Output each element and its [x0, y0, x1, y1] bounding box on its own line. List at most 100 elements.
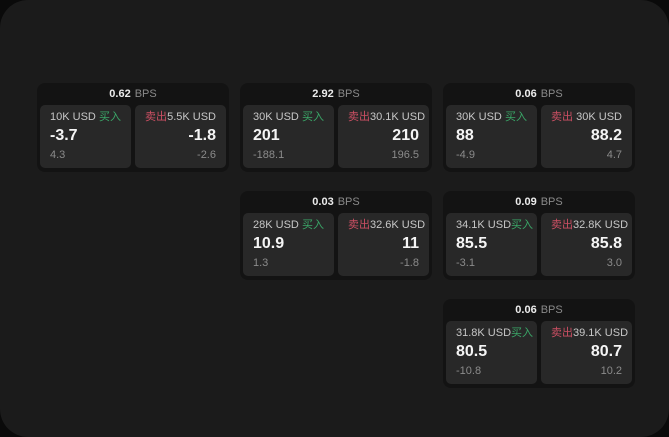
buy-amount: 34.1K USD [456, 219, 512, 231]
bps-value: 0.09 [515, 195, 537, 208]
bps-unit-label: BPS [540, 303, 563, 316]
buy-panel[interactable]: 34.1K USD 买入 85.5 -3.1 [446, 213, 537, 276]
sell-panel[interactable]: 卖出 32.6K USD 11 -1.8 [338, 213, 429, 276]
buy-value: -3.7 [50, 127, 78, 144]
sell-amount: 30.1K USD [370, 111, 426, 123]
quote-card-6: 0.06 BPS 31.8K USD 买入 80.5 -10.8 卖出 39.1… [443, 299, 635, 388]
buy-amount: 10K USD [50, 111, 96, 123]
sell-change: 196.5 [391, 149, 419, 161]
sell-value: 210 [392, 127, 419, 144]
buy-label: 买入 [511, 219, 534, 231]
buy-panel-top: 34.1K USD 买入 [456, 219, 533, 231]
quote-card-3: 0.06 BPS 30K USD 买入 88 -4.9 卖出 30K USD [443, 83, 635, 172]
sell-panel-top: 卖出 5.5K USD [145, 111, 216, 123]
sell-value: 85.8 [590, 235, 622, 252]
buy-value: 10.9 [253, 235, 285, 252]
buy-change: -4.9 [456, 149, 475, 161]
quote-card-grid: 0.62 BPS 10K USD 买入 -3.7 4.3 卖出 5.5K USD [37, 83, 635, 388]
buy-panel[interactable]: 30K USD 买入 201 -188.1 [243, 105, 334, 168]
buy-label: 买入 [302, 219, 324, 231]
bps-value: 0.06 [515, 87, 537, 100]
sell-change: -2.6 [197, 149, 216, 161]
sell-panel[interactable]: 卖出 30.1K USD 210 196.5 [338, 105, 429, 168]
sell-panel[interactable]: 卖出 30K USD 88.2 4.7 [541, 105, 632, 168]
buy-panel[interactable]: 10K USD 买入 -3.7 4.3 [40, 105, 131, 168]
sell-panel[interactable]: 卖出 5.5K USD -1.8 -2.6 [135, 105, 226, 168]
quote-card-2: 2.92 BPS 30K USD 买入 201 -188.1 卖出 30.1K … [240, 83, 432, 172]
quote-card-5: 0.09 BPS 34.1K USD 买入 85.5 -3.1 卖出 32.8K… [443, 191, 635, 280]
buy-value: 201 [253, 127, 280, 144]
sell-value: 88.2 [590, 127, 622, 144]
sell-panel-top: 卖出 32.6K USD [348, 219, 425, 231]
bps-unit-label: BPS [540, 87, 563, 100]
sell-panel-top: 卖出 30.1K USD [348, 111, 425, 123]
buy-change: -188.1 [253, 149, 285, 161]
bps-value: 2.92 [312, 87, 334, 100]
buy-panel-top: 30K USD 买入 [253, 111, 324, 123]
buy-panel-top: 31.8K USD 买入 [456, 327, 533, 339]
sell-amount: 30K USD [576, 111, 622, 123]
sell-panel-top: 卖出 32.8K USD [551, 219, 628, 231]
sell-label: 卖出 [551, 111, 573, 123]
buy-change: 1.3 [253, 257, 269, 269]
bps-unit-label: BPS [540, 195, 563, 208]
quote-card-4: 0.03 BPS 28K USD 买入 10.9 1.3 卖出 32.6K US… [240, 191, 432, 280]
buy-label: 买入 [511, 327, 534, 339]
bps-value: 0.03 [312, 195, 334, 208]
sell-panel-top: 卖出 30K USD [551, 111, 622, 123]
buy-change: -10.8 [456, 365, 482, 377]
buy-panel[interactable]: 28K USD 买入 10.9 1.3 [243, 213, 334, 276]
buy-value: 85.5 [456, 235, 488, 252]
buy-amount: 30K USD [253, 111, 299, 123]
sell-label: 卖出 [145, 111, 167, 123]
buy-panel[interactable]: 31.8K USD 买入 80.5 -10.8 [446, 321, 537, 384]
bps-header: 0.06 BPS [443, 83, 635, 105]
buy-label: 买入 [505, 111, 527, 123]
bps-unit-label: BPS [337, 87, 360, 100]
quote-panels: 28K USD 买入 10.9 1.3 卖出 32.6K USD 11 -1.8 [240, 213, 432, 280]
buy-panel-top: 28K USD 买入 [253, 219, 324, 231]
sell-amount: 5.5K USD [167, 111, 216, 123]
bps-header: 0.62 BPS [37, 83, 229, 105]
sell-label: 卖出 [348, 111, 370, 123]
quote-panels: 30K USD 买入 201 -188.1 卖出 30.1K USD 210 1… [240, 105, 432, 172]
sell-panel[interactable]: 卖出 39.1K USD 80.7 10.2 [541, 321, 632, 384]
quote-panels: 10K USD 买入 -3.7 4.3 卖出 5.5K USD -1.8 -2.… [37, 105, 229, 172]
bps-value: 0.62 [109, 87, 131, 100]
sell-change: 4.7 [606, 149, 622, 161]
sell-amount: 32.6K USD [370, 219, 426, 231]
buy-amount: 31.8K USD [456, 327, 512, 339]
sell-value: 80.7 [590, 343, 622, 360]
sell-label: 卖出 [551, 327, 573, 339]
bps-header: 0.09 BPS [443, 191, 635, 213]
buy-amount: 28K USD [253, 219, 299, 231]
sell-amount: 32.8K USD [573, 219, 629, 231]
quote-card-1: 0.62 BPS 10K USD 买入 -3.7 4.3 卖出 5.5K USD [37, 83, 229, 172]
sell-value: -1.8 [188, 127, 216, 144]
sell-change: 3.0 [606, 257, 622, 269]
bps-unit-label: BPS [337, 195, 360, 208]
buy-label: 买入 [302, 111, 324, 123]
bps-value: 0.06 [515, 303, 537, 316]
quote-panels: 34.1K USD 买入 85.5 -3.1 卖出 32.8K USD 85.8… [443, 213, 635, 280]
buy-amount: 30K USD [456, 111, 502, 123]
buy-label: 买入 [99, 111, 121, 123]
sell-panel[interactable]: 卖出 32.8K USD 85.8 3.0 [541, 213, 632, 276]
buy-value: 88 [456, 127, 474, 144]
buy-panel-top: 30K USD 买入 [456, 111, 527, 123]
buy-change: -3.1 [456, 257, 475, 269]
sell-label: 卖出 [348, 219, 370, 231]
sell-panel-top: 卖出 39.1K USD [551, 327, 628, 339]
sell-change: 10.2 [600, 365, 622, 377]
quote-panels: 31.8K USD 买入 80.5 -10.8 卖出 39.1K USD 80.… [443, 321, 635, 388]
buy-panel-top: 10K USD 买入 [50, 111, 121, 123]
buy-panel[interactable]: 30K USD 买入 88 -4.9 [446, 105, 537, 168]
bps-header: 2.92 BPS [240, 83, 432, 105]
bps-unit-label: BPS [134, 87, 157, 100]
buy-value: 80.5 [456, 343, 488, 360]
quote-panels: 30K USD 买入 88 -4.9 卖出 30K USD 88.2 4.7 [443, 105, 635, 172]
buy-change: 4.3 [50, 149, 66, 161]
sell-label: 卖出 [551, 219, 573, 231]
sell-amount: 39.1K USD [573, 327, 629, 339]
